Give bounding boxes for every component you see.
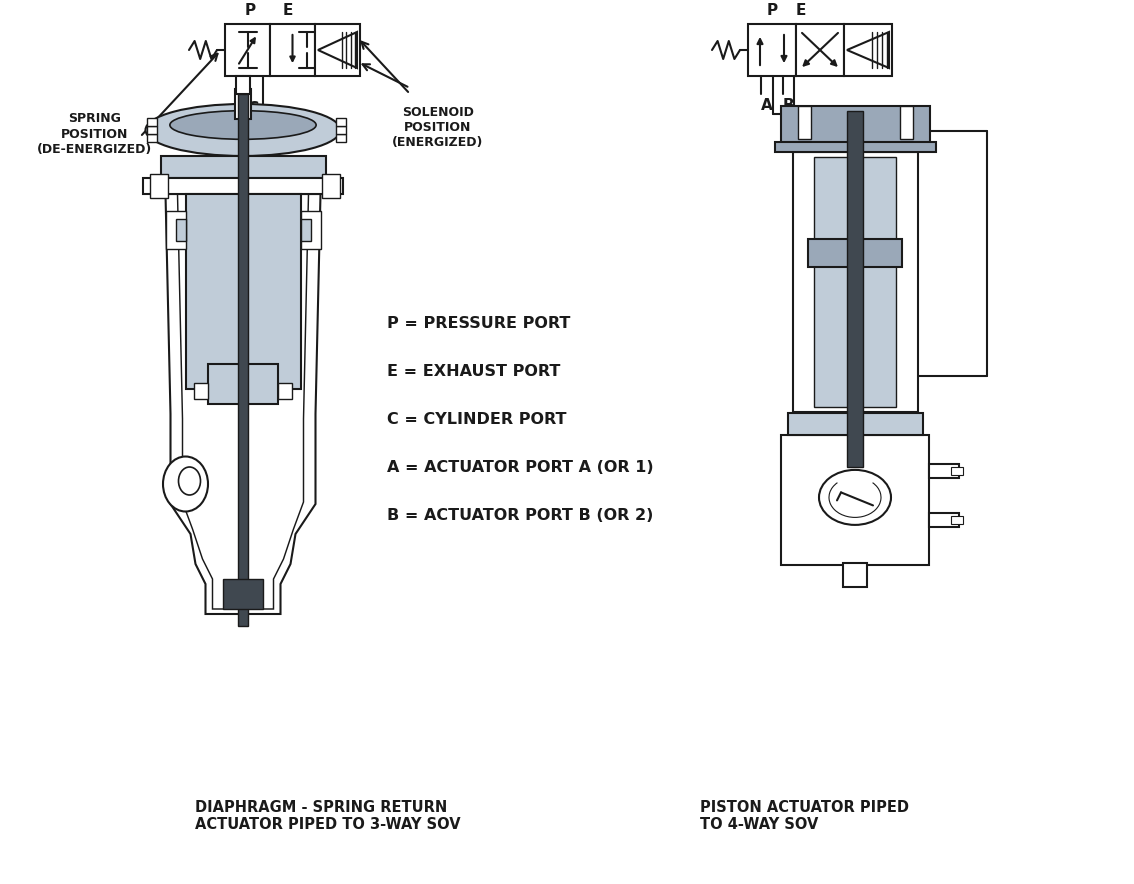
- Bar: [176, 219, 186, 241]
- Text: SPRING
POSITION
(DE-ENERGIZED): SPRING POSITION (DE-ENERGIZED): [37, 112, 153, 156]
- Bar: [146, 118, 156, 126]
- Text: C: C: [247, 101, 259, 116]
- Bar: [143, 178, 342, 194]
- Text: P: P: [767, 3, 778, 18]
- Bar: [301, 219, 311, 241]
- Bar: [236, 76, 249, 94]
- Ellipse shape: [819, 470, 891, 525]
- Ellipse shape: [170, 110, 316, 140]
- Text: P: P: [244, 3, 255, 18]
- Bar: [929, 513, 959, 527]
- Bar: [315, 24, 359, 76]
- Text: P = PRESSURE PORT: P = PRESSURE PORT: [387, 316, 570, 332]
- Text: E = EXHAUST PORT: E = EXHAUST PORT: [387, 364, 560, 379]
- Text: B = ACTUATOR PORT B (OR 2): B = ACTUATOR PORT B (OR 2): [387, 508, 653, 523]
- Bar: [208, 364, 278, 404]
- Text: PISTON ACTUATOR PIPED
TO 4-WAY SOV: PISTON ACTUATOR PIPED TO 4-WAY SOV: [700, 800, 909, 832]
- Ellipse shape: [163, 456, 208, 512]
- Bar: [780, 106, 930, 144]
- Bar: [235, 89, 251, 119]
- Bar: [929, 464, 959, 478]
- Bar: [793, 152, 917, 412]
- Bar: [322, 174, 340, 198]
- Ellipse shape: [178, 467, 201, 495]
- Text: PILOTED: PILOTED: [204, 194, 263, 207]
- Text: DIAPHRAGM - SPRING RETURN
ACTUATOR PIPED TO 3-WAY SOV: DIAPHRAGM - SPRING RETURN ACTUATOR PIPED…: [195, 800, 460, 832]
- Bar: [951, 468, 963, 476]
- Bar: [844, 24, 892, 76]
- Bar: [847, 111, 863, 467]
- Bar: [186, 194, 301, 389]
- Bar: [797, 106, 811, 139]
- Bar: [301, 211, 321, 249]
- Text: E: E: [796, 3, 806, 18]
- Bar: [336, 126, 346, 134]
- Bar: [336, 134, 346, 142]
- Bar: [787, 413, 922, 435]
- Bar: [809, 239, 902, 267]
- Bar: [146, 134, 156, 142]
- Bar: [223, 579, 263, 609]
- Bar: [225, 24, 270, 76]
- Bar: [270, 24, 315, 76]
- Bar: [775, 142, 936, 152]
- Text: C = CYLINDER PORT: C = CYLINDER PORT: [387, 413, 567, 428]
- Bar: [278, 383, 291, 399]
- Bar: [843, 563, 868, 587]
- Polygon shape: [166, 194, 321, 614]
- Bar: [951, 515, 963, 523]
- Text: A = ACTUATOR PORT A (OR 1): A = ACTUATOR PORT A (OR 1): [387, 461, 653, 476]
- Bar: [781, 435, 929, 565]
- Bar: [796, 24, 844, 76]
- Bar: [814, 157, 896, 407]
- Bar: [194, 383, 208, 399]
- Text: SOLENOID
POSITION
(ENERGIZED): SOLENOID POSITION (ENERGIZED): [392, 106, 484, 149]
- Bar: [161, 156, 325, 178]
- Bar: [166, 211, 186, 249]
- Ellipse shape: [145, 104, 340, 156]
- Text: E: E: [282, 3, 294, 18]
- Bar: [238, 94, 248, 626]
- Bar: [748, 24, 796, 76]
- Text: A: A: [761, 98, 773, 113]
- Bar: [146, 126, 156, 134]
- Bar: [899, 106, 913, 139]
- Bar: [336, 118, 346, 126]
- Text: B: B: [782, 98, 794, 113]
- Bar: [150, 174, 168, 198]
